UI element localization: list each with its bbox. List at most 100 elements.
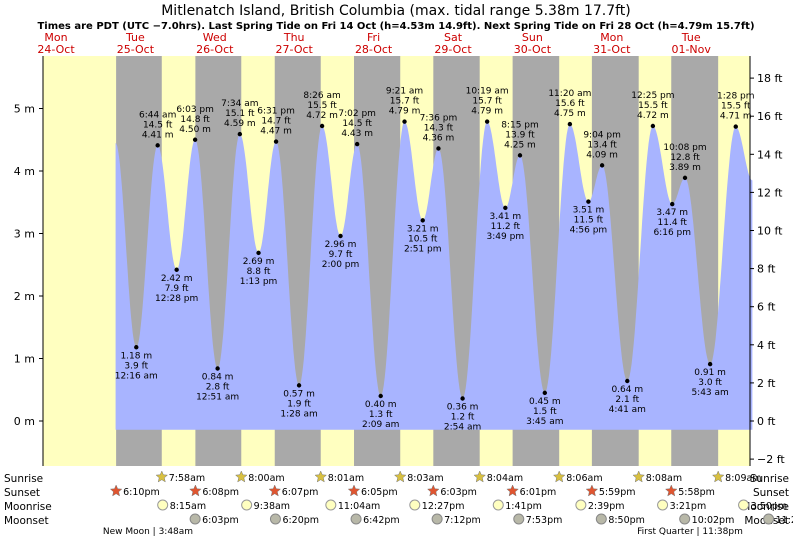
- moonrise-icon: [241, 499, 253, 511]
- tide-height-label: 1.18 m: [120, 351, 152, 361]
- sunrise-time-label: 8:09am: [725, 473, 761, 484]
- tide-point: [296, 383, 302, 388]
- moonrise-time-label: 12:27pm: [422, 501, 465, 512]
- sunset-time-label: 6:07pm: [282, 487, 319, 498]
- right-axis-tick-label: 6 ft: [757, 301, 776, 314]
- tide-time-label: 3:45 am: [526, 417, 563, 427]
- tide-time-label: 12:51 am: [196, 393, 239, 403]
- sunrise-star-icon: [234, 470, 248, 483]
- tide-time-label: 7:36 pm: [420, 114, 458, 124]
- moonset-icon: [679, 513, 691, 525]
- day-label-dow: Mon: [600, 31, 623, 44]
- tide-point: [650, 123, 656, 129]
- sunset-star-icon: [426, 484, 440, 497]
- moonrise-icon: [738, 499, 750, 511]
- tide-point: [378, 393, 383, 399]
- tide-time-label: 4:41 am: [609, 405, 646, 415]
- left-axis-tick-label: 3 m: [14, 228, 35, 241]
- sunset-time-label: 6:05pm: [361, 487, 398, 498]
- sunrise-time-label: 8:08am: [646, 473, 682, 484]
- tide-point: [174, 267, 179, 272]
- tide-ft-label: 11.2 ft: [491, 222, 521, 232]
- moonrise-icon: [157, 499, 169, 511]
- tide-time-label: 10:08 pm: [663, 143, 706, 153]
- tide-height-label: 0.45 m: [529, 397, 561, 407]
- moon-phase-label: New Moon | 3:48am: [103, 527, 193, 537]
- moonset-icon: [350, 513, 362, 525]
- day-labels-layer: Mon24-OctTue25-OctWed26-OctThu27-OctFri2…: [37, 31, 711, 56]
- astronomy-rows-layer: Sunrise Sunrise Sunset Sunset Moonrise Moonri…: [4, 470, 793, 537]
- moonset-time-label: 7:53pm: [526, 515, 563, 526]
- right-axis-tick-label: 2 ft: [757, 377, 776, 390]
- tide-time-label: 2:51 pm: [404, 244, 442, 254]
- tide-area-layer: [115, 121, 753, 430]
- tide-height-label: 0.40 m: [365, 400, 397, 410]
- moonrise-time-label: 9:38am: [254, 501, 290, 512]
- tide-height-label: 4.50 m: [179, 125, 211, 135]
- day-label-date: 01-Nov: [671, 43, 711, 56]
- sunrise-star-icon: [473, 470, 487, 483]
- moonrise-time-label: 11:04am: [338, 501, 380, 512]
- right-axis-tick-label: 12 ft: [757, 186, 783, 199]
- tide-point: [436, 146, 441, 151]
- moonrise-time-label: 1:41pm: [505, 501, 542, 512]
- tide-ft-label: 15.7 ft: [472, 97, 502, 107]
- right-axis-tick-label: 0 ft: [757, 415, 776, 428]
- tide-height-label: 4.47 m: [260, 127, 292, 137]
- tide-height-label: 4.41 m: [142, 130, 174, 140]
- moonset-icon: [431, 513, 443, 525]
- tide-point: [192, 137, 198, 142]
- moonset-time-label: 7:12pm: [444, 515, 481, 526]
- row-label-left-moonset: Moonset: [4, 515, 49, 527]
- tide-height-label: 4.09 m: [586, 150, 618, 160]
- right-axis-tick-label: 18 ft: [757, 72, 783, 85]
- moonset-time-label: 11:24pm: [776, 515, 793, 526]
- day-label-dow: Fri: [367, 31, 380, 44]
- sunset-time-label: 5:59pm: [599, 487, 636, 498]
- tide-point: [484, 119, 490, 124]
- moonrise-time-label: 8:15am: [170, 501, 206, 512]
- sunrise-time-label: 8:01am: [328, 473, 364, 484]
- tide-ft-label: 14.5 ft: [342, 119, 372, 129]
- moonset-icon: [763, 513, 775, 525]
- tide-ft-label: 15.6 ft: [555, 99, 585, 109]
- tide-ft-label: 15.5 ft: [638, 101, 668, 111]
- row-label-left-moonrise: Moonrise: [4, 501, 52, 513]
- left-axis-tick-label: 1 m: [14, 353, 35, 366]
- tide-height-label: 3.21 m: [407, 224, 439, 234]
- tide-point: [567, 121, 573, 127]
- moonset-icon: [269, 513, 281, 525]
- day-label-dow: Sat: [444, 31, 463, 44]
- tide-point: [237, 131, 243, 137]
- sunrise-star-icon: [314, 470, 328, 483]
- moonrise-icon: [409, 499, 421, 511]
- sunrise-star-icon: [155, 470, 169, 483]
- sunrise-star-icon: [393, 470, 407, 483]
- row-label-right-sunset: Sunset: [753, 487, 789, 499]
- tide-ft-label: 13.4 ft: [587, 140, 617, 150]
- row-label-right-sunrise: Sunrise: [750, 473, 789, 485]
- tide-point: [625, 378, 630, 384]
- tide-height-label: 4.72 m: [637, 111, 669, 121]
- tide-height-label: 4.43 m: [341, 129, 373, 139]
- tide-height-label: 4.25 m: [504, 140, 536, 150]
- tide-point: [354, 141, 360, 147]
- day-label-dow: Mon: [44, 31, 67, 44]
- day-label-dow: Wed: [203, 31, 227, 44]
- tide-time-label: 12:25 pm: [631, 91, 674, 101]
- tide-height-label: 2.69 m: [243, 257, 275, 267]
- sunrise-time-label: 7:58am: [169, 473, 205, 484]
- day-label-dow: Sun: [522, 31, 543, 44]
- tide-time-label: 1:13 pm: [240, 277, 278, 287]
- row-label-left-sunrise: Sunrise: [4, 473, 43, 485]
- tide-time-label: 6:31 pm: [257, 107, 295, 117]
- tide-ft-label: 15.1 ft: [225, 109, 255, 119]
- tide-time-label: 12:28 pm: [155, 294, 198, 304]
- moon-phase-label: First Quarter | 11:38pm: [637, 527, 743, 537]
- tide-point: [134, 345, 139, 350]
- tide-ft-label: 1.2 ft: [451, 413, 475, 423]
- tide-ft-label: 15.5 ft: [307, 101, 337, 111]
- tide-time-label: 7:02 pm: [338, 109, 376, 119]
- row-label-left-sunset: Sunset: [4, 487, 40, 499]
